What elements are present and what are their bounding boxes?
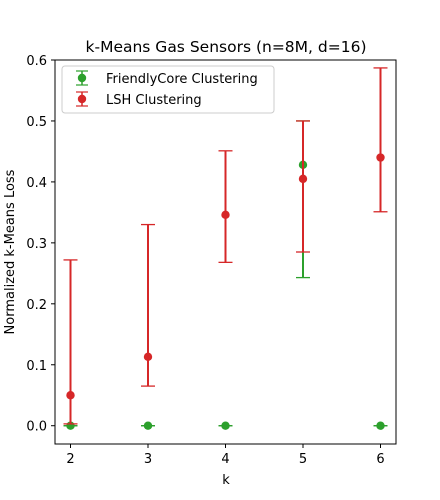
- legend-label: LSH Clustering: [106, 93, 202, 108]
- data-point: [66, 391, 75, 400]
- x-tick-label: 2: [66, 452, 74, 467]
- legend-marker-point: [77, 94, 87, 104]
- y-tick-label: 0.2: [26, 298, 47, 313]
- x-tick-label: 5: [299, 452, 307, 467]
- data-point: [143, 352, 153, 362]
- y-axis-title: Normalized k-Means Loss: [3, 169, 18, 334]
- x-tick-label: 3: [144, 452, 152, 467]
- chart-title: k-Means Gas Sensors (n=8M, d=16): [86, 38, 367, 56]
- y-tick-label: 0.3: [26, 237, 47, 252]
- x-tick-label: 6: [376, 452, 384, 467]
- x-axis: 2 3 4 5 6: [66, 444, 385, 467]
- x-axis-title: k: [222, 473, 230, 488]
- plot-area: [63, 67, 388, 430]
- series-1: [63, 67, 388, 425]
- y-tick-label: 0.5: [26, 115, 47, 130]
- y-tick-label: 0.6: [26, 54, 47, 69]
- data-point: [298, 174, 308, 184]
- data-point: [221, 421, 230, 430]
- y-tick-label: 0.4: [26, 176, 47, 191]
- data-point: [221, 210, 230, 220]
- x-tick-label: 4: [221, 452, 229, 467]
- data-point: [376, 153, 385, 162]
- y-tick-label: 0.0: [26, 420, 47, 435]
- legend: FriendlyCore Clustering LSH Clustering: [61, 65, 275, 114]
- data-point: [376, 421, 385, 430]
- data-point: [143, 421, 153, 430]
- y-axis: 0.0 0.1 0.2 0.3 0.4 0.5 0.6: [26, 54, 55, 435]
- y-tick-label: 0.1: [26, 359, 47, 374]
- legend-box: [61, 65, 275, 114]
- legend-marker-point: [77, 73, 87, 83]
- legend-label: FriendlyCore Clustering: [106, 72, 258, 87]
